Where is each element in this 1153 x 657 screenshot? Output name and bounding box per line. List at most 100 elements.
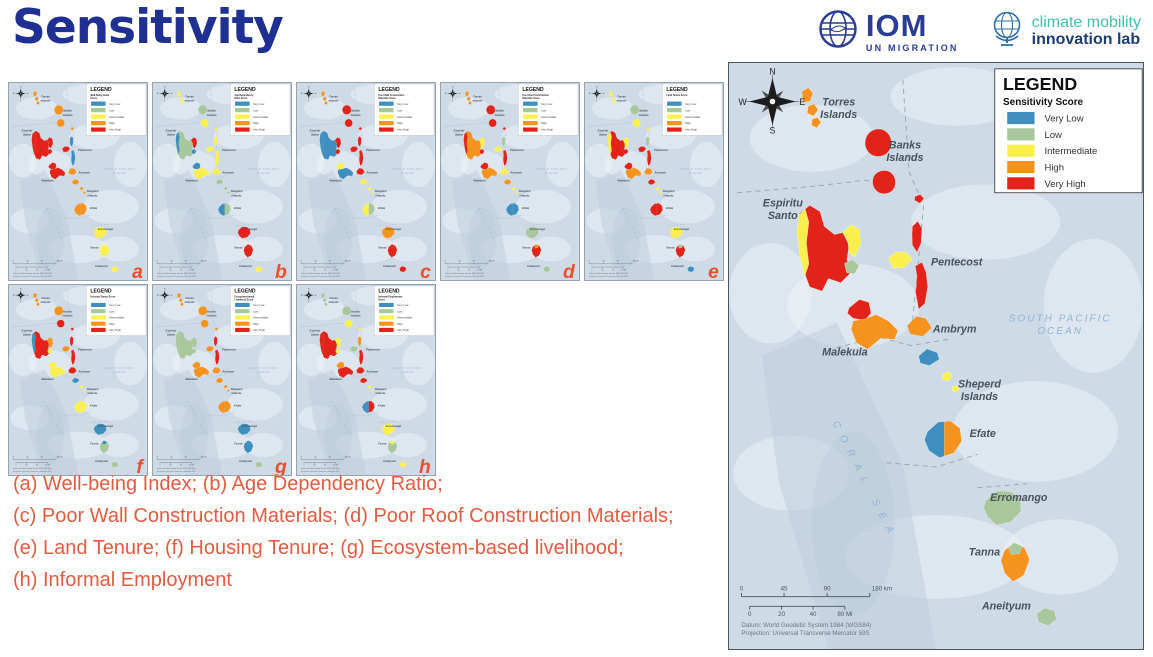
mini-legend-subtitle: Land Tenure Score [666, 94, 688, 97]
island-epi [72, 377, 80, 384]
svg-text:S: S [164, 100, 166, 102]
island-label-malekula: Malekula [330, 377, 343, 381]
island-label-sheperd: Sheperd [375, 387, 387, 391]
island-label-tanna: Tanna [378, 246, 387, 250]
svg-text:Projection: Universal Transver: Projection: Universal Transverse Mercato… [157, 470, 196, 473]
svg-text:20: 20 [313, 465, 315, 467]
mini-legend-label-vl: Very Low [541, 102, 552, 106]
island-efate_e [80, 203, 87, 216]
island-label-sheperd: Islands [376, 391, 386, 395]
svg-text:0: 0 [301, 456, 302, 458]
mini-legend-subtitle: Informal Employment [378, 295, 402, 298]
island-erromango [983, 490, 1022, 526]
island-label-torres: Torres [329, 296, 338, 300]
island-label-banks: Banks [63, 109, 72, 113]
island-label-banks: Islands [351, 113, 361, 117]
island-label-banks: Islands [495, 113, 505, 117]
svg-text:45: 45 [170, 456, 172, 458]
island-label-tanna: Tanna [234, 442, 243, 446]
island-label-pentecost: Pentecost [222, 148, 237, 152]
mini-legend-title: LEGEND [378, 289, 400, 295]
legend-label-hi: High [1044, 163, 1064, 174]
island-epi [648, 179, 656, 185]
svg-text:20: 20 [169, 269, 171, 271]
island-label-erromango: Erromango [386, 424, 402, 428]
island-ambae [62, 146, 71, 153]
island-label-sheperd: Sheperd [87, 189, 99, 193]
small-map-f: Torres Islands Banks Islands Espiritu Santo Pe… [8, 284, 148, 476]
island-malekula_s [49, 167, 66, 180]
island-santo_e [622, 137, 630, 149]
mini-legend-swatch-vl [379, 101, 394, 106]
island-erromango [381, 423, 395, 435]
mini-legend-swatch-lo [379, 108, 394, 113]
svg-text:90: 90 [617, 261, 619, 263]
mini-legend-swatch-lo [91, 309, 106, 314]
small-map-canvas-h: TorresIslandsBanksIslandsEspirituSantoPe… [297, 285, 435, 475]
island-ambrym [212, 367, 221, 374]
island-label-torres: Islands [185, 99, 195, 103]
island-shepherd [367, 384, 374, 392]
map-letter-b: b [275, 261, 287, 280]
island-maewo [357, 136, 362, 147]
svg-text:180 km: 180 km [57, 456, 64, 458]
mini-legend-label-lo: Low [541, 108, 546, 112]
svg-text:80 Mi: 80 Mi [477, 269, 482, 271]
mini-legend-swatch-vl [523, 101, 538, 106]
mini-legend-label-in: Intermediate [253, 115, 269, 119]
island-ambae [62, 346, 71, 352]
mini-legend-label-hi: High [253, 121, 259, 125]
svg-text:N: N [308, 288, 310, 290]
svg-text:Datum: World Geodetic System 1: Datum: World Geodetic System 1984 (WGS84… [301, 272, 340, 275]
svg-text:E: E [171, 93, 173, 95]
svg-text:S: S [164, 302, 166, 304]
island-banks3 [358, 127, 363, 131]
svg-text:45: 45 [314, 456, 316, 458]
island-banks2 [344, 119, 353, 128]
svg-text:Projection: Universal Transver: Projection: Universal Transverse Mercato… [13, 275, 52, 278]
svg-text:40: 40 [36, 465, 38, 467]
svg-text:0: 0 [301, 261, 302, 263]
ocean-label-south-pacific: SOUTH PACIFIC [392, 167, 422, 171]
island-aneityum [255, 266, 263, 273]
island-label-torres: Islands [329, 300, 339, 304]
page-title: Sensitivity [12, 0, 284, 55]
svg-text:0: 0 [589, 261, 590, 263]
island-santo_se [335, 348, 341, 354]
mini-legend-swatch-hi [91, 321, 106, 326]
island-aneityum [111, 266, 119, 273]
svg-text:40: 40 [180, 269, 182, 271]
cmil-line2: innovation lab [1031, 30, 1141, 48]
mini-legend-swatch-lo [235, 309, 250, 314]
svg-text:0: 0 [157, 261, 158, 263]
island-pentecost [71, 349, 76, 365]
svg-text:S: S [452, 100, 454, 102]
svg-text:E: E [459, 93, 461, 95]
island-label-aneityum: Aneityum [94, 264, 109, 268]
island-efate_e [368, 203, 375, 216]
caption-line-4: (h) Informal Employment [13, 569, 232, 591]
island-label-tanna: Tanna [90, 442, 99, 446]
island-label-sheperd: Sheperd [375, 189, 387, 193]
island-santo_e [46, 137, 54, 149]
island-label-tanna: Tanna [969, 547, 1000, 559]
island-label-tanna: Tanna [234, 246, 243, 250]
island-label-espiritu: Santo [167, 333, 175, 337]
mini-legend-subtitle: Livelihood Score [234, 299, 254, 301]
island-label-espiritu: Santo [23, 333, 31, 337]
island-banks3 [358, 327, 363, 331]
svg-text:Datum: World Geodetic System 1: Datum: World Geodetic System 1984 (WGS84… [13, 272, 52, 275]
island-torres [801, 87, 822, 129]
island-label-efate: Efate [666, 206, 673, 210]
map-letter-e: e [708, 261, 719, 280]
island-banks2 [200, 119, 209, 128]
island-santo_w [319, 332, 324, 355]
mini-legend-swatch-hi [379, 321, 394, 326]
island-label-aneityum: Aneityum [382, 264, 397, 268]
island-shepherd [223, 186, 230, 194]
island-label-torres: Torres [41, 94, 50, 98]
island-epi [216, 179, 224, 185]
island-label-ambrym: Ambrym [221, 171, 234, 175]
island-label-banks: Banks [495, 109, 504, 113]
